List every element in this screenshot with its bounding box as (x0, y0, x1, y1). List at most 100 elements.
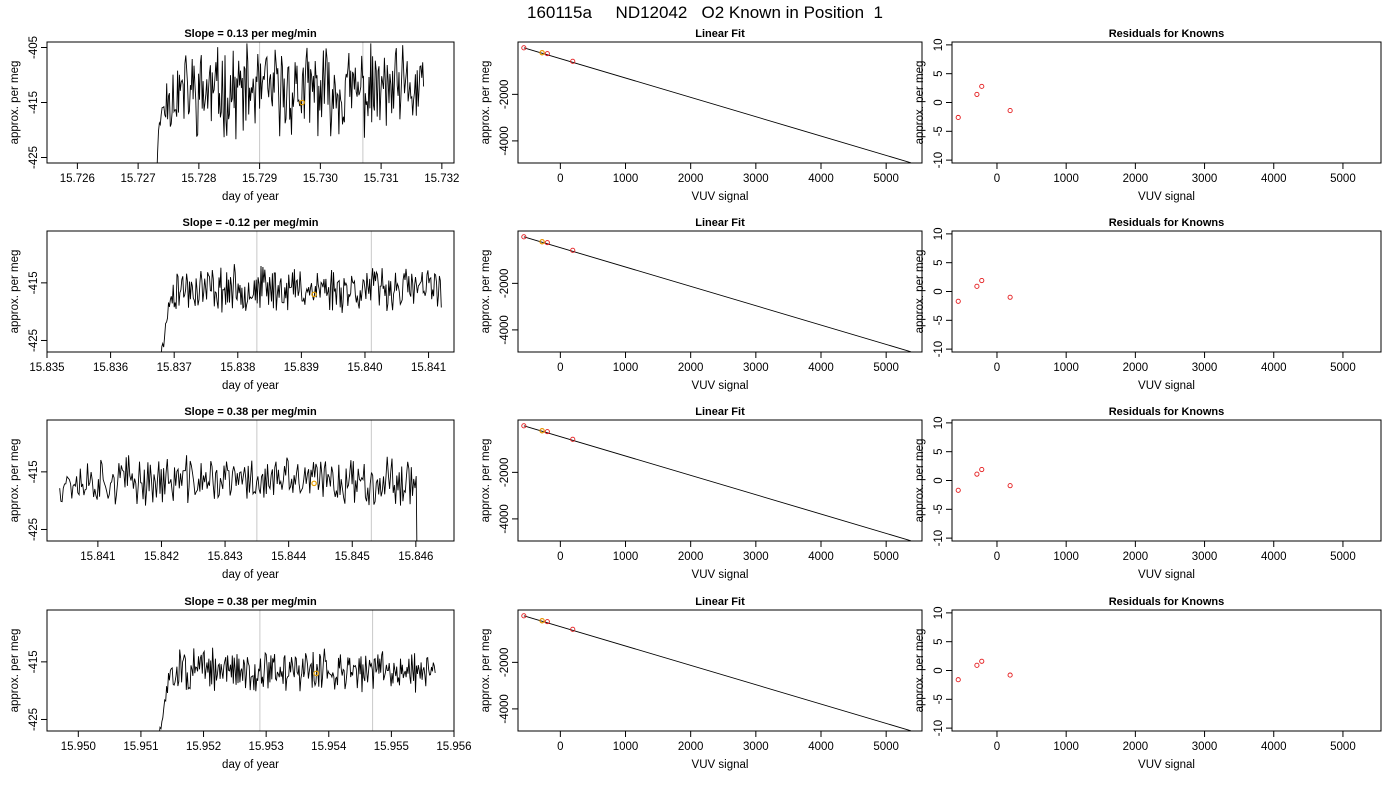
plot-frame (46, 419, 455, 542)
known-point (1007, 672, 1013, 678)
y-tick-label: -2000 (499, 269, 511, 298)
x-axis-label: VUV signal (1138, 380, 1195, 392)
plot-frame (517, 419, 923, 542)
x-tick-label: 4000 (1261, 173, 1287, 185)
x-tick-label: 0 (557, 551, 563, 563)
x-tick-label: 15.836 (93, 362, 128, 374)
x-axis-label: day of year (222, 380, 279, 392)
sample-point (539, 428, 545, 434)
known-point (979, 83, 985, 89)
plot-area (156, 42, 425, 163)
y-tick-label: -415 (28, 650, 40, 673)
known-point (1007, 108, 1013, 114)
main-title: 160115a ND12042 O2 Known in Position 1 (527, 3, 883, 22)
x-tick-label: 4000 (1261, 551, 1287, 563)
x-tick-label: 1000 (1053, 173, 1079, 185)
x-tick-label: 15.843 (207, 551, 242, 563)
panel-title: Linear Fit (695, 28, 745, 40)
signal-trace (59, 455, 418, 541)
fit-line (523, 236, 912, 352)
known-point (974, 471, 980, 477)
x-tick-label: 1000 (613, 173, 639, 185)
known-point (521, 234, 527, 240)
y-tick-label: -425 (28, 708, 40, 731)
x-tick-label: 0 (994, 551, 1000, 563)
y-tick-label: -2000 (499, 458, 511, 487)
fit-line (523, 47, 912, 163)
x-tick-label: 15.839 (284, 362, 319, 374)
y-tick-label: -415 (28, 271, 40, 294)
known-point (1007, 483, 1013, 489)
x-tick-label: 15.726 (60, 173, 95, 185)
x-tick-label: 0 (557, 173, 563, 185)
x-tick-label: 3000 (1192, 362, 1218, 374)
x-tick-label: 15.732 (424, 173, 459, 185)
x-tick-label: 2000 (1123, 741, 1149, 753)
known-point (544, 51, 550, 57)
panel-resid-row-4: Residuals for Knowns 0 1000 2000 3000 4000 500… (914, 596, 1382, 771)
known-point (521, 45, 527, 51)
panel-trace-row-2: Slope = -0.12 per meg/min 15.835 15.836 15.… (9, 217, 455, 392)
y-tick-label: 0 (933, 667, 945, 673)
y-tick-label: -10 (933, 530, 945, 547)
panel-trace-row-4: Slope = 0.38 per meg/min 15.950 15.951 15.9… (9, 596, 472, 771)
x-axis-label: day of year (222, 759, 279, 771)
panel-title: Linear Fit (695, 217, 745, 229)
plot-area (955, 83, 1013, 121)
x-axis-label: VUV signal (692, 569, 749, 581)
y-axis-label: approx. per meg (9, 629, 21, 713)
x-tick-label: 1000 (613, 362, 639, 374)
x-tick-label: 3000 (743, 741, 769, 753)
x-tick-label: 3000 (743, 362, 769, 374)
y-tick-label: -4000 (499, 504, 511, 533)
known-point (955, 114, 961, 121)
x-tick-label: 15.955 (374, 741, 409, 753)
x-axis-label: day of year (222, 569, 279, 581)
mean-marker (313, 670, 320, 677)
panel-trace-row-3: Slope = 0.38 per meg/min 15.841 15.842 15.8… (9, 406, 455, 581)
x-tick-label: 15.731 (364, 173, 399, 185)
x-tick-label: 15.844 (271, 551, 307, 563)
x-tick-label: 15.950 (61, 741, 96, 753)
known-point (974, 91, 980, 97)
x-tick-label: 1000 (613, 551, 639, 563)
y-tick-label: -2000 (499, 648, 511, 677)
y-axis-label: approx. per meg (480, 61, 492, 145)
known-point (955, 298, 961, 304)
known-point (544, 429, 550, 435)
y-tick-label: 0 (933, 477, 945, 483)
y-axis-label: approx. per meg (914, 250, 926, 334)
x-tick-label: 2000 (1123, 173, 1149, 185)
panel-title: Slope = 0.38 per meg/min (184, 596, 317, 608)
plot-area (521, 45, 912, 163)
y-tick-label: -10 (933, 152, 945, 169)
y-tick-label: -425 (28, 329, 40, 352)
x-tick-label: 4000 (808, 551, 834, 563)
plot-frame (951, 230, 1382, 353)
panel-resid-row-3: Residuals for Knowns 0 1000 2000 3000 4000 500… (914, 406, 1382, 581)
plot-area (161, 231, 442, 352)
y-tick-label: 10 (933, 606, 945, 619)
plot-area (955, 658, 1013, 683)
panel-title: Slope = 0.13 per meg/min (184, 28, 317, 40)
x-tick-label: 15.730 (303, 173, 338, 185)
x-axis-label: VUV signal (1138, 191, 1195, 203)
plot-frame (46, 41, 455, 164)
y-tick-label: 5 (933, 638, 945, 644)
x-tick-label: 15.837 (157, 362, 192, 374)
panel-resid-row-1: Residuals for Knowns 0 1000 2000 3000 4000 500… (914, 28, 1382, 203)
known-point (974, 283, 980, 289)
x-tick-label: 15.841 (411, 362, 446, 374)
x-tick-label: 0 (994, 741, 1000, 753)
y-tick-label: 5 (933, 448, 945, 454)
known-point (570, 58, 576, 64)
x-tick-label: 15.846 (398, 551, 433, 563)
x-tick-label: 15.729 (242, 173, 277, 185)
x-tick-label: 5000 (873, 173, 899, 185)
y-tick-label: -4000 (499, 315, 511, 344)
x-tick-label: 1000 (1053, 741, 1079, 753)
panel-title: Residuals for Knowns (1109, 406, 1225, 418)
x-axis-label: VUV signal (692, 191, 749, 203)
y-tick-label: 10 (933, 227, 945, 240)
